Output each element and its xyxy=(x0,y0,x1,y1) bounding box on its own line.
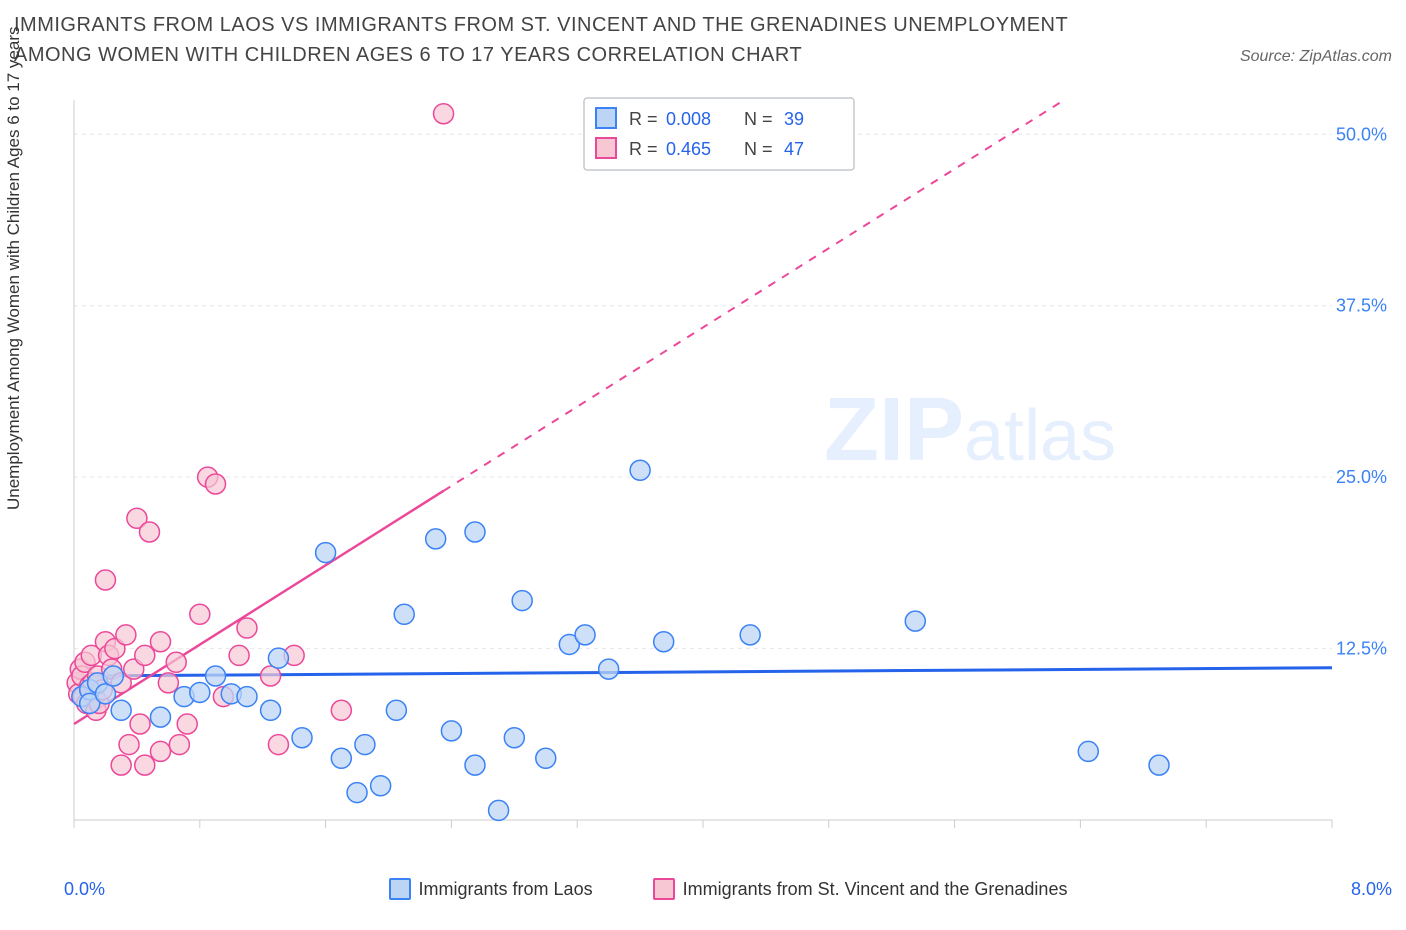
svg-text:ZIPatlas: ZIPatlas xyxy=(824,380,1116,480)
swatch-svg xyxy=(653,878,675,900)
svg-text:37.5%: 37.5% xyxy=(1336,296,1387,316)
swatch-laos xyxy=(389,878,411,900)
trend-lines xyxy=(74,100,1332,724)
legend-label-svg: Immigrants from St. Vincent and the Gren… xyxy=(683,879,1068,900)
svg-text:39: 39 xyxy=(784,109,804,129)
watermark: ZIPatlas xyxy=(824,380,1116,480)
svg-text:N =: N = xyxy=(744,139,773,159)
svg-text:0.465: 0.465 xyxy=(666,139,711,159)
x-ticks xyxy=(74,820,1332,828)
y-ticks: 12.5% 25.0% 37.5% 50.0% xyxy=(1336,124,1387,658)
chart-container: IMMIGRANTS FROM LAOS VS IMMIGRANTS FROM … xyxy=(0,0,1406,930)
svg-text:50.0%: 50.0% xyxy=(1336,124,1387,144)
scatter-plot: ZIPatlas R = 0.008 N = 39 R = 0.465 N = 47 12.5… xyxy=(64,90,1392,850)
legend-bottom: 0.0% Immigrants from Laos Immigrants fro… xyxy=(64,878,1392,900)
legend-item-svg: Immigrants from St. Vincent and the Gren… xyxy=(653,878,1068,900)
legend-top: R = 0.008 N = 39 R = 0.465 N = 47 xyxy=(584,98,854,170)
svg-text:25.0%: 25.0% xyxy=(1336,467,1387,487)
x-origin-label: 0.0% xyxy=(64,879,105,900)
svg-text:R =: R = xyxy=(629,109,658,129)
y-axis-label: Unemployment Among Women with Children A… xyxy=(4,27,24,511)
svg-text:47: 47 xyxy=(784,139,804,159)
svg-text:N =: N = xyxy=(744,109,773,129)
legend-item-laos: Immigrants from Laos xyxy=(389,878,593,900)
svg-text:R =: R = xyxy=(629,139,658,159)
chart-title: IMMIGRANTS FROM LAOS VS IMMIGRANTS FROM … xyxy=(14,10,1134,70)
header-row: IMMIGRANTS FROM LAOS VS IMMIGRANTS FROM … xyxy=(14,10,1392,70)
x-end-label: 8.0% xyxy=(1351,879,1392,900)
legend-label-laos: Immigrants from Laos xyxy=(419,879,593,900)
svg-text:0.008: 0.008 xyxy=(666,109,711,129)
source-label: Source: ZipAtlas.com xyxy=(1240,48,1392,66)
grid-layer xyxy=(74,134,1332,648)
chart-area: Unemployment Among Women with Children A… xyxy=(14,90,1392,900)
svg-text:12.5%: 12.5% xyxy=(1336,639,1387,659)
